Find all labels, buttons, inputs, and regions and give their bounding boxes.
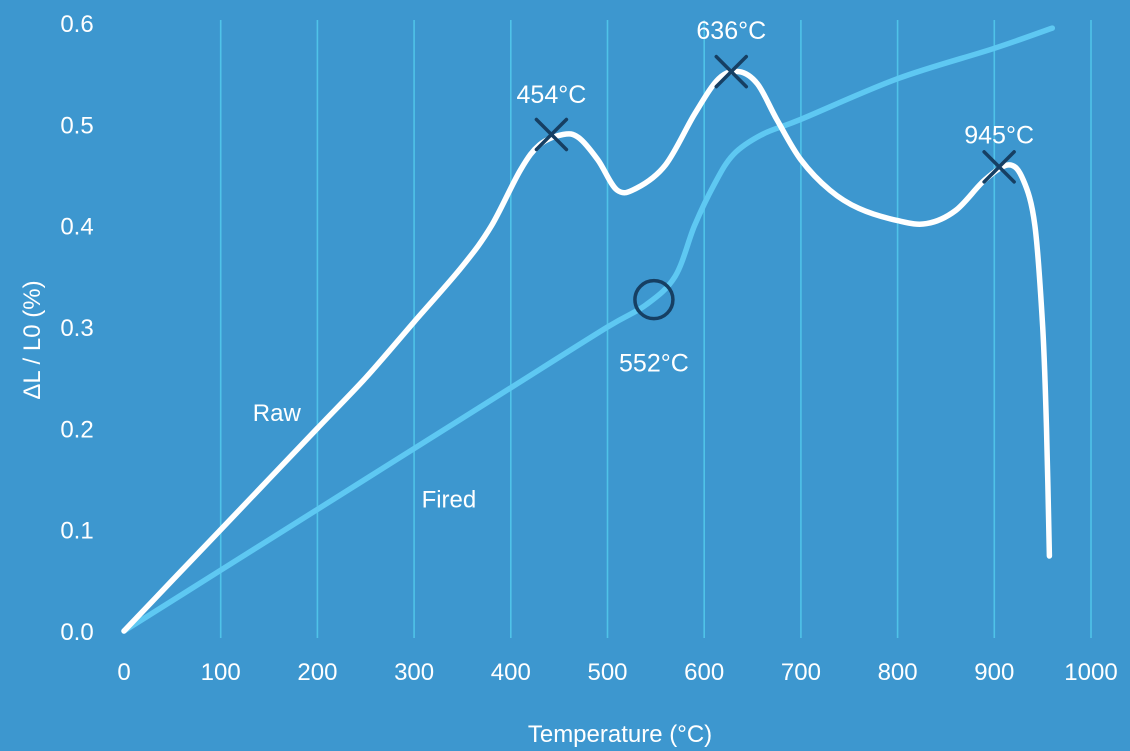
y-axis-title: ΔL / L0 (%) (19, 280, 46, 399)
y-tick-label-3: 0.3 (60, 315, 93, 342)
series-lines (121, 25, 1056, 634)
annotation-label-552c: 552°C (619, 349, 689, 377)
fired-series-label: Fired (422, 486, 477, 513)
x-tick-label-600: 600 (684, 659, 724, 686)
series-labels: Raw Fired (253, 400, 476, 513)
y-tick-label-6: 0.6 (60, 11, 93, 38)
y-tick-label-4: 0.4 (60, 214, 93, 241)
x-marker-945c (982, 150, 1016, 184)
y-tick-label-0: 0.0 (60, 619, 93, 646)
annotation-label-636c: 636°C (696, 17, 766, 45)
y-tick-labels: 0.0 0.1 0.2 0.3 0.4 0.5 0.6 (60, 11, 93, 646)
annotation-label-945c: 945°C (964, 121, 1034, 149)
raw-series-label: Raw (253, 400, 302, 427)
circle-marker-552c (633, 278, 675, 321)
x-tick-label-300: 300 (394, 659, 434, 686)
x-tick-label-400: 400 (491, 659, 531, 686)
x-axis-title: Temperature (°C) (528, 721, 712, 748)
y-tick-label-5: 0.5 (60, 112, 93, 139)
fired-series-line (121, 25, 1056, 634)
x-marker-454c (534, 117, 569, 152)
y-tick-label-1: 0.1 (60, 518, 93, 545)
x-tick-label-1000: 1000 (1064, 659, 1117, 686)
y-tick-label-2: 0.2 (60, 416, 93, 443)
x-tick-labels: 0 100 200 300 400 500 600 700 800 900 1000 (117, 659, 1117, 686)
annotation-label-454c: 454°C (517, 81, 587, 109)
x-tick-label-200: 200 (297, 659, 337, 686)
x-marker-636c (714, 54, 749, 89)
x-tick-label-700: 700 (781, 659, 821, 686)
x-tick-label-900: 900 (974, 659, 1014, 686)
annotations: 454°C 636°C 945°C 552°C (517, 17, 1034, 377)
x-tick-label-0: 0 (117, 659, 130, 686)
x-tick-label-500: 500 (587, 659, 627, 686)
raw-series-line (121, 68, 1053, 634)
x-tick-label-800: 800 (878, 659, 918, 686)
x-tick-label-100: 100 (201, 659, 241, 686)
